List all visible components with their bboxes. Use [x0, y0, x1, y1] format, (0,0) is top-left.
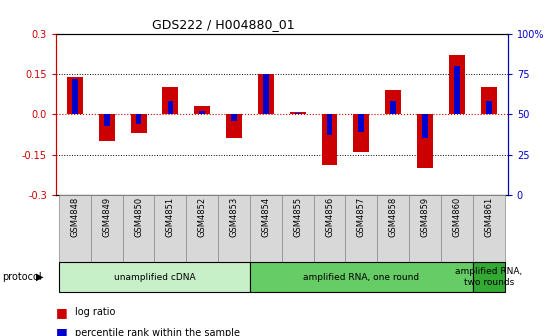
Bar [162, 87, 179, 114]
Bar [486, 101, 492, 114]
Bar [417, 114, 433, 168]
Bar [67, 77, 83, 114]
Text: GSM4857: GSM4857 [357, 197, 366, 237]
Bar [481, 87, 497, 114]
Text: GSM4853: GSM4853 [229, 197, 239, 237]
Bar [167, 101, 173, 114]
Text: GSM4851: GSM4851 [166, 197, 175, 237]
Bar [231, 114, 237, 121]
Bar [99, 114, 115, 141]
Text: GSM4856: GSM4856 [325, 197, 334, 237]
Bar [258, 74, 274, 114]
Bar [473, 195, 504, 262]
Bar [290, 112, 306, 114]
Bar [314, 195, 345, 262]
Text: protocol: protocol [2, 272, 41, 282]
Text: GSM4855: GSM4855 [293, 197, 302, 237]
Bar [449, 55, 465, 114]
Text: GSM4849: GSM4849 [102, 197, 111, 237]
Text: GSM4858: GSM4858 [389, 197, 398, 237]
Bar [422, 114, 428, 138]
Text: GSM4859: GSM4859 [421, 197, 430, 237]
Text: GSM4852: GSM4852 [198, 197, 206, 237]
Text: log ratio: log ratio [75, 307, 116, 318]
Bar [136, 114, 141, 124]
Text: GSM4850: GSM4850 [134, 197, 143, 237]
Text: GSM4854: GSM4854 [261, 197, 271, 237]
Bar [218, 195, 250, 262]
Bar [91, 195, 123, 262]
Bar [226, 114, 242, 138]
Text: amplified RNA,
two rounds: amplified RNA, two rounds [455, 267, 522, 287]
Text: GSM4861: GSM4861 [484, 197, 493, 237]
Text: ■: ■ [56, 326, 68, 336]
Bar [59, 262, 250, 292]
Text: GDS222 / H004880_01: GDS222 / H004880_01 [152, 18, 295, 32]
Bar [454, 66, 460, 114]
Bar [377, 195, 409, 262]
Bar [473, 262, 504, 292]
Bar [353, 114, 369, 152]
Text: percentile rank within the sample: percentile rank within the sample [75, 328, 240, 336]
Text: unamplified cDNA: unamplified cDNA [114, 273, 195, 282]
Bar [250, 195, 282, 262]
Text: GSM4848: GSM4848 [70, 197, 79, 237]
Text: amplified RNA, one round: amplified RNA, one round [304, 273, 420, 282]
Bar [282, 195, 314, 262]
Bar [326, 114, 333, 135]
Bar [199, 111, 205, 114]
Bar [321, 114, 338, 165]
Bar [263, 74, 269, 114]
Bar [104, 114, 109, 126]
Bar [131, 114, 147, 133]
Bar [391, 101, 396, 114]
Bar [194, 106, 210, 114]
Text: GSM4860: GSM4860 [453, 197, 461, 237]
Bar [72, 79, 78, 114]
Bar [155, 195, 186, 262]
Bar [409, 195, 441, 262]
Bar [295, 113, 301, 114]
Bar [186, 195, 218, 262]
Bar [358, 114, 364, 132]
Bar [385, 90, 401, 114]
Text: ▶: ▶ [36, 272, 44, 282]
Bar [441, 195, 473, 262]
Bar [123, 195, 155, 262]
Bar [59, 195, 91, 262]
Text: ■: ■ [56, 306, 68, 319]
Bar [250, 262, 473, 292]
Bar [345, 195, 377, 262]
